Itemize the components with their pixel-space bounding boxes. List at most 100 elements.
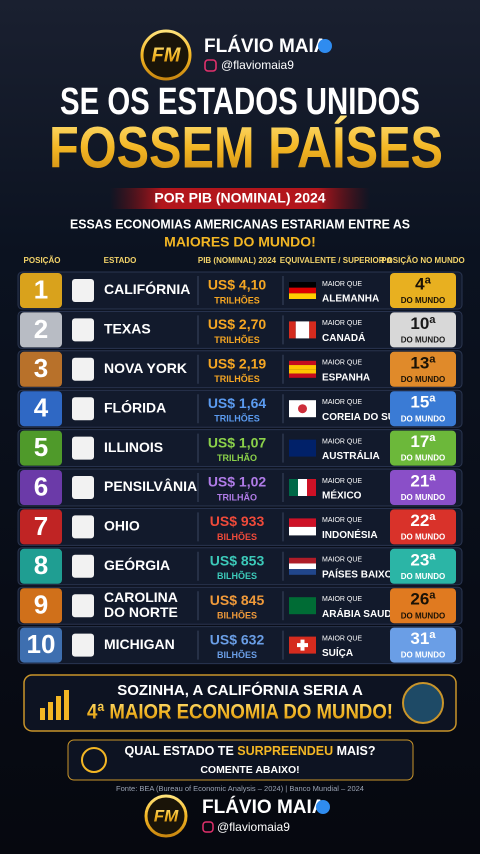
country: ARÁBIA SAUDITA [322, 607, 407, 620]
country: COREIA DO SUL [322, 412, 401, 423]
gdp-unit: TRILHÕES [214, 295, 260, 305]
gdp-unit: BILHÕES [217, 650, 257, 660]
flag-stripe [289, 557, 316, 564]
gdp: US$ 853 [210, 553, 265, 569]
gdp: US$ 1,07 [208, 434, 267, 450]
gdp: US$ 1,02 [208, 474, 267, 490]
rank: 3 [34, 353, 48, 383]
world-rank-box [390, 312, 456, 348]
compare-label: MAIOR QUE [322, 557, 362, 564]
world-label: DO MUNDO [401, 296, 445, 305]
gdp-unit: TRILHÕES [214, 414, 260, 424]
flag-stripe [309, 321, 316, 339]
flag-stripe [289, 287, 316, 294]
instagram-icon [204, 59, 217, 72]
world-rank: 15ª [410, 393, 436, 412]
gdp-unit: TRILHÃO [217, 453, 257, 463]
table-row: 3 NOVA YORK US$ 2,19 TRILHÕES MAIOR QUE ESPAN… [17, 350, 463, 389]
world-rank-box [390, 430, 456, 466]
flag-stripe [289, 597, 316, 615]
world-rank: 17ª [410, 432, 436, 451]
gdp: US$ 4,10 [208, 277, 267, 293]
world-label: DO MUNDO [401, 493, 445, 502]
world-rank: 22ª [410, 511, 436, 530]
country: AUSTRÁLIA [322, 449, 380, 462]
world-rank-box [390, 588, 456, 624]
question-highlight: SURPREENDEU [237, 744, 333, 758]
world-rank: 13ª [410, 353, 436, 372]
table-row: 10 MICHIGAN US$ 632 BILHÕES MAIOR QUE SUÍÇA 31… [17, 626, 463, 665]
gdp-unit: TRILHÃO [217, 492, 257, 502]
gdp-unit: BILHÕES [217, 571, 257, 581]
flag-stripe [289, 365, 316, 370]
compare-label: MAIOR QUE [322, 281, 362, 288]
state-icon [72, 279, 94, 302]
country: SUÍÇA [322, 646, 353, 659]
table-row: 7 OHIO US$ 933 BILHÕES MAIOR QUE INDONÉSIA 22ª… [17, 507, 463, 546]
country: CANADÁ [322, 331, 365, 344]
column-header: POSIÇÃO NO MUNDO [381, 256, 465, 265]
table-row: 5 ILLINOIS US$ 1,07 TRILHÃO MAIOR QUE AUSTRÁL… [17, 429, 463, 468]
state-icon [72, 594, 94, 618]
table: POSIÇÃO ESTADO PIB (NOMINAL) 2024 EQUIVALEN… [17, 256, 465, 665]
table-row: 2 TEXAS US$ 2,70 TRILHÕES MAIOR QUE CANADÁ 10ª… [17, 310, 463, 349]
globe-icon [402, 682, 444, 724]
rank: 6 [34, 471, 48, 501]
row-background [17, 271, 463, 310]
rank: 4 [34, 393, 49, 423]
state-icon [72, 436, 94, 460]
rank: 1 [34, 274, 48, 304]
compare-label: MAIOR QUE [322, 360, 362, 367]
row-background [17, 468, 463, 507]
title-line1: SE OS ESTADOS UNIDOS [60, 81, 420, 123]
row-background [17, 507, 463, 546]
world-label: DO MUNDO [401, 414, 445, 423]
state-name: MICHIGAN [104, 636, 175, 652]
brand: FLÁVIO MAIA [204, 35, 328, 57]
footer-logo-text: FM [154, 806, 179, 825]
state-icon [72, 476, 94, 499]
question-box [67, 739, 414, 781]
state-icon [72, 318, 94, 342]
state-name: OHIO [104, 518, 140, 534]
country: PAÍSES BAIXOS [322, 567, 399, 580]
title-line2: FOSSEM PAÍSES [49, 115, 443, 180]
rank-box [20, 588, 62, 624]
gdp: US$ 933 [210, 513, 265, 529]
state-icon [72, 554, 94, 578]
intro: ESSAS ECONOMIAS AMERICANAS ESTARIAM ENTR… [70, 216, 410, 231]
world-label: DO MUNDO [401, 533, 445, 542]
world-rank-box [390, 351, 456, 387]
question-line2: COMENTE ABAIXO! [200, 764, 299, 776]
world-rank: 26ª [410, 590, 436, 609]
world-rank: 21ª [410, 471, 436, 490]
state-name: NOVA YORK [104, 360, 187, 376]
world-label: DO MUNDO [401, 572, 445, 581]
gdp: US$ 2,19 [208, 356, 267, 372]
column-header: ESTADO [104, 256, 137, 265]
rank-box [20, 430, 62, 466]
row-background [17, 429, 463, 468]
table-row: 8 GEÓRGIA US$ 853 BILHÕES MAIOR QUE PAÍSES BA… [17, 547, 463, 586]
country: INDONÉSIA [322, 528, 378, 541]
state-icon [72, 515, 94, 539]
rank: 9 [34, 590, 48, 620]
table-row: 4 FLÓRIDA US$ 1,64 TRILHÕES MAIOR QUE COREIA … [17, 389, 463, 428]
question-before: QUAL ESTADO TE [125, 744, 238, 758]
rank: 5 [34, 432, 48, 462]
table-row: 1 CALIFÓRNIA US$ 4,10 TRILHÕES MAIOR QUE ALEM… [17, 271, 463, 310]
rank-box [20, 391, 62, 427]
flag-stripe [307, 479, 316, 496]
compare-label: MAIOR QUE [322, 478, 362, 485]
header: FM FLÁVIO MAIA @flaviomaia9 [140, 29, 332, 81]
source: Fonte: BEA (Bureau of Economic Analysis … [116, 784, 364, 793]
flag-stripe [289, 569, 316, 575]
row-background [17, 586, 463, 625]
column-header: PIB (NOMINAL) 2024 [198, 256, 277, 265]
rank-box [20, 273, 62, 308]
rank-box [20, 509, 62, 545]
chart-icon [40, 690, 69, 720]
country: ESPANHA [322, 372, 370, 383]
subtitle-banner [110, 188, 370, 209]
